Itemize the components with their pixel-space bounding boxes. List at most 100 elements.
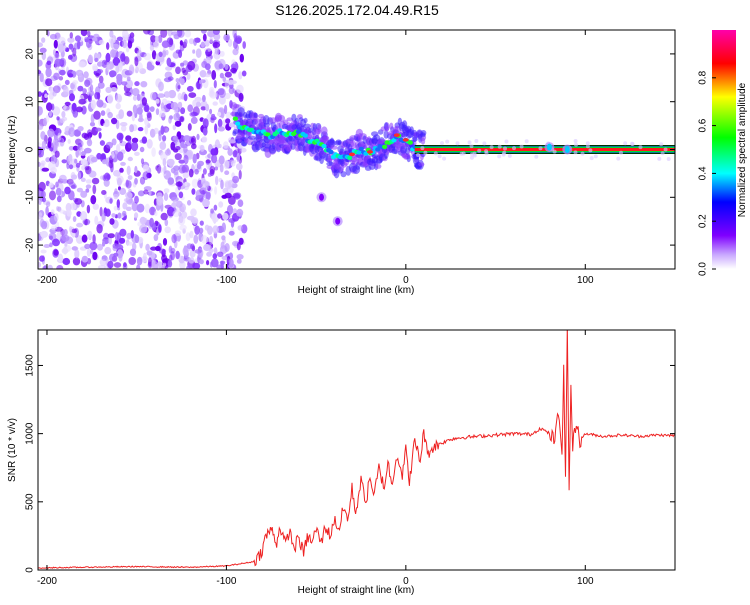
noise-speckle [207,172,212,177]
noise-speckle [68,127,76,137]
noise-speckle [237,225,243,231]
noise-speckle [71,102,77,112]
noise-speckle [221,222,226,233]
noise-speckle [186,264,193,269]
noise-speckle [183,145,188,154]
noise-speckle [134,212,139,219]
noise-speckle [172,200,178,206]
tone-band-halo [416,153,420,157]
noise-speckle [105,141,113,149]
noise-speckle [69,225,73,233]
noise-speckle [236,163,243,171]
noise-speckle [170,141,176,151]
noise-speckle [182,172,189,179]
noise-speckle [236,37,242,45]
noise-speckle [228,122,236,128]
noise-speckle [121,81,128,86]
noise-speckle [224,92,231,100]
noise-speckle [205,57,212,65]
noise-speckle [140,158,145,165]
noise-speckle [139,216,147,225]
noise-speckles [38,30,248,269]
noise-speckle [168,245,173,254]
noise-speckle [63,229,68,236]
noise-speckle [69,93,75,102]
noise-speckle [166,57,172,67]
noise-speckle [175,82,181,92]
tone-band-halo [524,139,529,144]
noise-speckle [89,84,94,92]
noise-speckle [241,224,248,234]
noise-speckle [146,112,152,122]
tone-band-halo [477,148,482,153]
noise-speckle [59,174,67,182]
noise-speckle [140,81,148,88]
tone-band-halo [519,144,524,149]
noise-speckle [202,118,209,129]
noise-speckle [134,165,138,174]
noise-speckle [45,206,49,216]
noise-speckle [45,201,51,208]
noise-speckle [211,213,219,223]
noise-speckle [99,258,107,266]
noise-speckle [127,175,133,180]
noise-speckle [200,106,207,111]
colorbar-ticks: 0.0 0.2 0.4 0.6 0.8 [698,70,716,276]
tone-band-halo [455,141,460,146]
tone-band-halo [489,145,494,150]
noise-speckle [212,225,219,234]
ridge-halo [340,171,347,178]
noise-speckle [211,113,216,119]
noise-speckle [123,33,130,38]
noise-speckle [210,258,219,268]
noise-speckle [227,148,233,156]
noise-speckle [162,50,167,58]
noise-speckle [226,204,234,215]
noise-speckle [210,148,217,156]
noise-speckle [192,99,197,107]
noise-speckle [47,264,53,269]
noise-speckle [106,174,111,180]
snr-ytick-label: 0 [25,567,36,573]
noise-speckle [178,159,185,164]
ridge-halo [325,136,330,142]
noise-speckle [139,146,145,153]
noise-speckle [44,93,48,99]
noise-speckle [84,218,88,226]
noise-speckle [149,106,155,112]
noise-speckle [155,98,160,104]
snr-xtick-label: -200 [37,576,57,587]
noise-speckle [157,93,166,98]
noise-speckle [109,198,113,204]
noise-speckle [118,254,123,262]
tone-band-core [414,148,675,151]
noise-speckle [143,52,152,61]
snr-ytick-label: 1000 [25,422,36,445]
noise-speckle [165,66,173,71]
noise-speckle [92,203,100,210]
noise-speckle [209,91,218,99]
tone-band-halo [467,140,472,145]
noise-speckle [175,78,180,83]
noise-speckle [190,137,195,143]
ridge-halo [420,130,427,136]
colorbar-gradient [712,30,736,269]
noise-speckle [78,98,86,105]
noise-speckle [46,102,53,112]
noise-speckle [61,159,67,164]
noise-speckle [192,49,196,54]
noise-speckle [110,38,114,49]
noise-speckle [66,245,71,252]
noise-speckle [125,180,132,189]
noise-speckle [232,48,239,56]
noise-speckle [52,90,57,97]
noise-speckle [169,38,174,46]
noise-speckle [150,35,157,43]
noise-speckle [95,72,100,78]
ridge-halo [384,125,390,132]
colorbar-label: Normalized spectral amplitude [737,82,748,217]
noise-speckle [79,211,88,221]
noise-speckle [151,222,157,231]
noise-speckle [144,104,150,113]
